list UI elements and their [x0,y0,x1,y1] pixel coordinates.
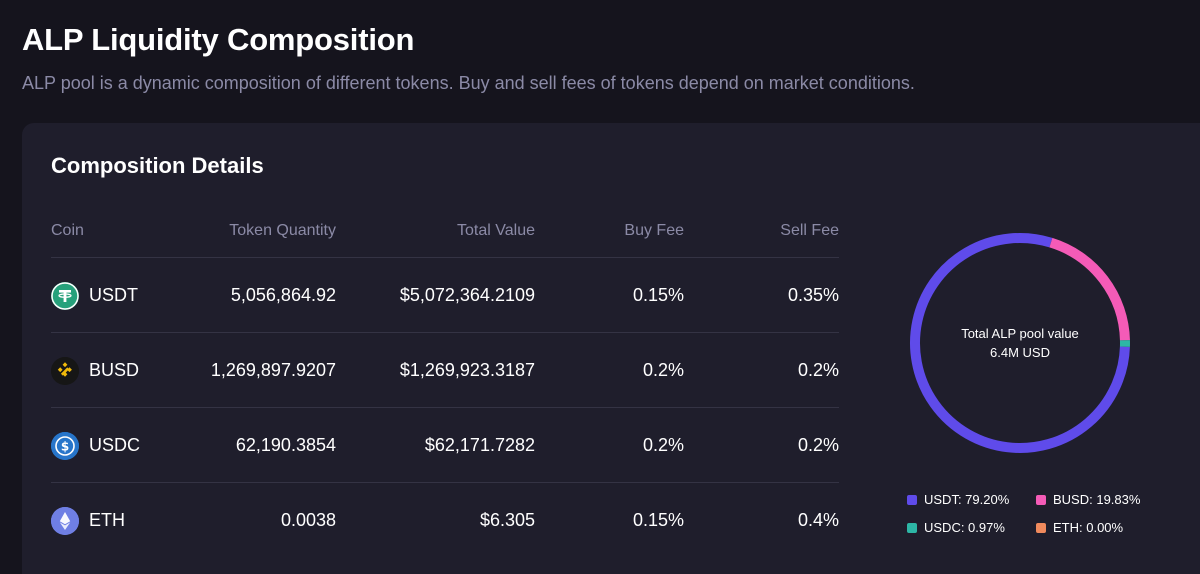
tether-icon [51,282,79,310]
total-value: $1,269,923.3187 [399,360,535,380]
column-header-sell-fee: Sell Fee [780,222,839,239]
legend-swatch [1036,522,1046,533]
donut-svg [910,233,1130,453]
legend-item-busd: BUSD: 19.83% [1036,492,1140,507]
card-title: Composition Details [51,153,264,178]
legend-item-eth: ETH: 0.00% [1036,520,1123,535]
sell-fee: 0.4% [797,510,839,530]
sell-fee: 0.2% [797,360,839,380]
token-quantity: 1,269,897.9207 [210,360,336,380]
coin-name: USDC [89,435,141,455]
table-row: BUSD 1,269,897.9207 $1,269,923.3187 0.2%… [51,333,839,408]
coin-name: ETH [89,510,125,530]
total-value: $6.305 [479,510,535,530]
svg-text:$: $ [61,440,69,454]
token-quantity: 5,056,864.92 [230,285,336,305]
donut-slice-busd [1049,237,1130,341]
token-quantity: 62,190.3854 [235,435,336,455]
binance-usd-icon [51,357,79,385]
column-header-buy-fee: Buy Fee [624,222,684,239]
buy-fee: 0.2% [642,435,684,455]
coin-name: USDT [89,285,138,305]
sell-fee: 0.35% [787,285,839,305]
legend-label: USDT: 79.20% [924,492,1010,507]
legend-swatch [907,522,917,533]
legend-item-usdc: USDC: 0.97% [907,520,1005,535]
buy-fee: 0.15% [632,510,684,530]
usd-coin-icon: $ [51,432,79,460]
chart-legend: USDT: 79.20% BUSD: 19.83% USDC: 0.97% ET… [907,492,1167,552]
page-title: ALP Liquidity Composition [22,22,415,57]
chart-center-title: Total ALP pool value [961,326,1079,341]
table-row: USDT 5,056,864.92 $5,072,364.2109 0.15% … [51,258,839,333]
legend-label: BUSD: 19.83% [1053,492,1141,507]
chart-center-value: 6.4M USD [990,345,1050,360]
chart-center-label: Total ALP pool value 6.4M USD [904,227,1136,459]
coin-name: BUSD [89,360,140,380]
total-value: $62,171.7282 [424,435,535,455]
legend-item-usdt: USDT: 79.20% [907,492,1009,507]
composition-card: Composition Details Coin Token Quantity … [22,123,1200,574]
table-row: ETH 0.0038 $6.305 0.15% 0.4% [51,483,839,558]
column-header-quantity: Token Quantity [229,222,336,239]
buy-fee: 0.2% [642,360,684,380]
composition-table: Coin Token Quantity Total Value Buy Fee … [51,219,839,558]
pool-donut-chart: Total ALP pool value 6.4M USD [904,227,1136,459]
ethereum-icon [51,507,79,535]
legend-swatch [907,494,917,505]
buy-fee: 0.15% [632,285,684,305]
table-row: $ USDC 62,190.3854 $62,171.7282 0.2% 0.2… [51,408,839,483]
sell-fee: 0.2% [797,435,839,455]
total-value: $5,072,364.2109 [399,285,535,305]
table-header: Coin Token Quantity Total Value Buy Fee … [51,219,839,258]
legend-label: USDC: 0.97% [924,520,1005,535]
column-header-coin: Coin [51,222,84,239]
page-subtitle: ALP pool is a dynamic composition of dif… [22,73,915,93]
token-quantity: 0.0038 [280,510,336,530]
legend-swatch [1036,494,1046,505]
column-header-total-value: Total Value [457,222,535,239]
legend-label: ETH: 0.00% [1053,520,1124,535]
donut-slice-usdt [910,233,1130,453]
